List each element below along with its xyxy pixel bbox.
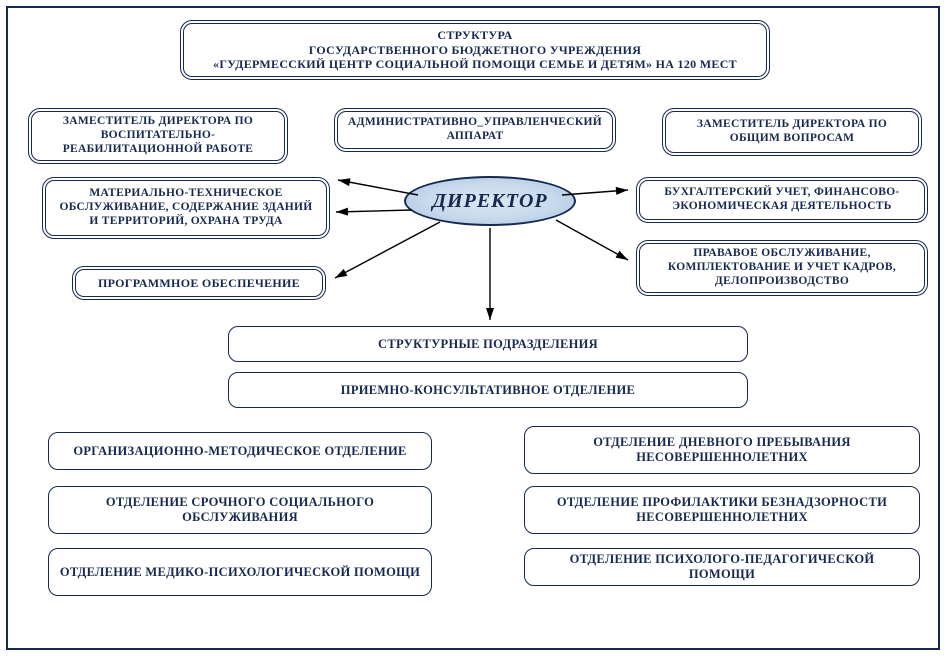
label: ПРАВАВОЕ ОБСЛУЖИВАНИЕ, КОМПЛЕКТОВАНИЕ И … bbox=[650, 247, 914, 288]
label: ЗАМЕСТИТЕЛЬ ДИРЕКТОРА ПО ВОСПИТАТЕЛЬНО-Р… bbox=[42, 115, 274, 156]
box-mto: МАТЕРИАЛЬНО-ТЕХНИЧЕСКОЕ ОБСЛУЖИВАНИЕ, СО… bbox=[42, 177, 330, 239]
box-psych-ped: ОТДЕЛЕНИЕ ПСИХОЛОГО-ПЕДАГОГИЧЕСКОЙ ПОМОЩ… bbox=[524, 548, 920, 586]
box-software: ПРОГРАММНОЕ ОБЕСПЕЧЕНИЕ bbox=[72, 266, 326, 300]
box-structural: СТРУКТУРНЫЕ ПОДРАЗДЕЛЕНИЯ bbox=[228, 326, 748, 362]
box-accounting: БУХГАЛТЕРСКИЙ УЧЕТ, ФИНАНСОВО-ЭКОНОМИЧЕС… bbox=[636, 177, 928, 223]
title-text: СТРУКТУРА ГОСУДАРСТВЕННОГО БЮДЖЕТНОГО УЧ… bbox=[213, 28, 737, 71]
org-chart-canvas: СТРУКТУРА ГОСУДАРСТВЕННОГО БЮДЖЕТНОГО УЧ… bbox=[0, 0, 950, 660]
title-box: СТРУКТУРА ГОСУДАРСТВЕННОГО БЮДЖЕТНОГО УЧ… bbox=[180, 20, 770, 80]
label: АДМИНИСТРАТИВНО_УПРАВЛЕНЧЕСКИЙ АППАРАТ bbox=[348, 116, 602, 144]
label: ОТДЕЛЕНИЕ СРОЧНОГО СОЦИАЛЬНОГО ОБСЛУЖИВА… bbox=[59, 495, 421, 525]
box-med-psych: ОТДЕЛЕНИЕ МЕДИКО-ПСИХОЛОГИЧЕСКОЙ ПОМОЩИ bbox=[48, 548, 432, 596]
label: ПРОГРАММНОЕ ОБЕСПЕЧЕНИЕ bbox=[98, 276, 300, 290]
label: БУХГАЛТЕРСКИЙ УЧЕТ, ФИНАНСОВО-ЭКОНОМИЧЕС… bbox=[650, 186, 914, 214]
title-line3: «ГУДЕРМЕССКИЙ ЦЕНТР СОЦИАЛЬНОЙ ПОМОЩИ СЕ… bbox=[213, 57, 737, 71]
label: ОТДЕЛЕНИЕ МЕДИКО-ПСИХОЛОГИЧЕСКОЙ ПОМОЩИ bbox=[60, 565, 420, 580]
label: ОРГАНИЗАЦИОННО-МЕТОДИЧЕСКОЕ ОТДЕЛЕНИЕ bbox=[73, 444, 406, 459]
label: ОТДЕЛЕНИЕ ПРОФИЛАКТИКИ БЕЗНАДЗОРНОСТИ НЕ… bbox=[535, 495, 909, 525]
label: ОТДЕЛЕНИЕ ДНЕВНОГО ПРЕБЫВАНИЯ НЕСОВЕРШЕН… bbox=[535, 435, 909, 465]
box-deputy-general: ЗАМЕСТИТЕЛЬ ДИРЕКТОРА ПО ОБЩИМ ВОПРОСАМ bbox=[662, 108, 922, 156]
box-deputy-rehab: ЗАМЕСТИТЕЛЬ ДИРЕКТОРА ПО ВОСПИТАТЕЛЬНО-Р… bbox=[28, 108, 288, 164]
label: ПРИЕМНО-КОНСУЛЬТАТИВНОЕ ОТДЕЛЕНИЕ bbox=[341, 383, 635, 398]
box-neglect: ОТДЕЛЕНИЕ ПРОФИЛАКТИКИ БЕЗНАДЗОРНОСТИ НЕ… bbox=[524, 486, 920, 534]
box-legal: ПРАВАВОЕ ОБСЛУЖИВАНИЕ, КОМПЛЕКТОВАНИЕ И … bbox=[636, 240, 928, 296]
box-urgent: ОТДЕЛЕНИЕ СРОЧНОГО СОЦИАЛЬНОГО ОБСЛУЖИВА… bbox=[48, 486, 432, 534]
director-node: ДИРЕКТОР bbox=[404, 176, 576, 226]
title-line1: СТРУКТУРА bbox=[213, 28, 737, 42]
label: ЗАМЕСТИТЕЛЬ ДИРЕКТОРА ПО ОБЩИМ ВОПРОСАМ bbox=[676, 118, 908, 146]
box-day-stay: ОТДЕЛЕНИЕ ДНЕВНОГО ПРЕБЫВАНИЯ НЕСОВЕРШЕН… bbox=[524, 426, 920, 474]
title-line2: ГОСУДАРСТВЕННОГО БЮДЖЕТНОГО УЧРЕЖДЕНИЯ bbox=[213, 43, 737, 57]
box-admin-apparatus: АДМИНИСТРАТИВНО_УПРАВЛЕНЧЕСКИЙ АППАРАТ bbox=[334, 108, 616, 152]
box-org-method: ОРГАНИЗАЦИОННО-МЕТОДИЧЕСКОЕ ОТДЕЛЕНИЕ bbox=[48, 432, 432, 470]
box-reception: ПРИЕМНО-КОНСУЛЬТАТИВНОЕ ОТДЕЛЕНИЕ bbox=[228, 372, 748, 408]
label: ОТДЕЛЕНИЕ ПСИХОЛОГО-ПЕДАГОГИЧЕСКОЙ ПОМОЩ… bbox=[535, 552, 909, 582]
label: МАТЕРИАЛЬНО-ТЕХНИЧЕСКОЕ ОБСЛУЖИВАНИЕ, СО… bbox=[56, 187, 316, 228]
director-label: ДИРЕКТОР bbox=[432, 190, 547, 213]
label: СТРУКТУРНЫЕ ПОДРАЗДЕЛЕНИЯ bbox=[378, 337, 598, 352]
